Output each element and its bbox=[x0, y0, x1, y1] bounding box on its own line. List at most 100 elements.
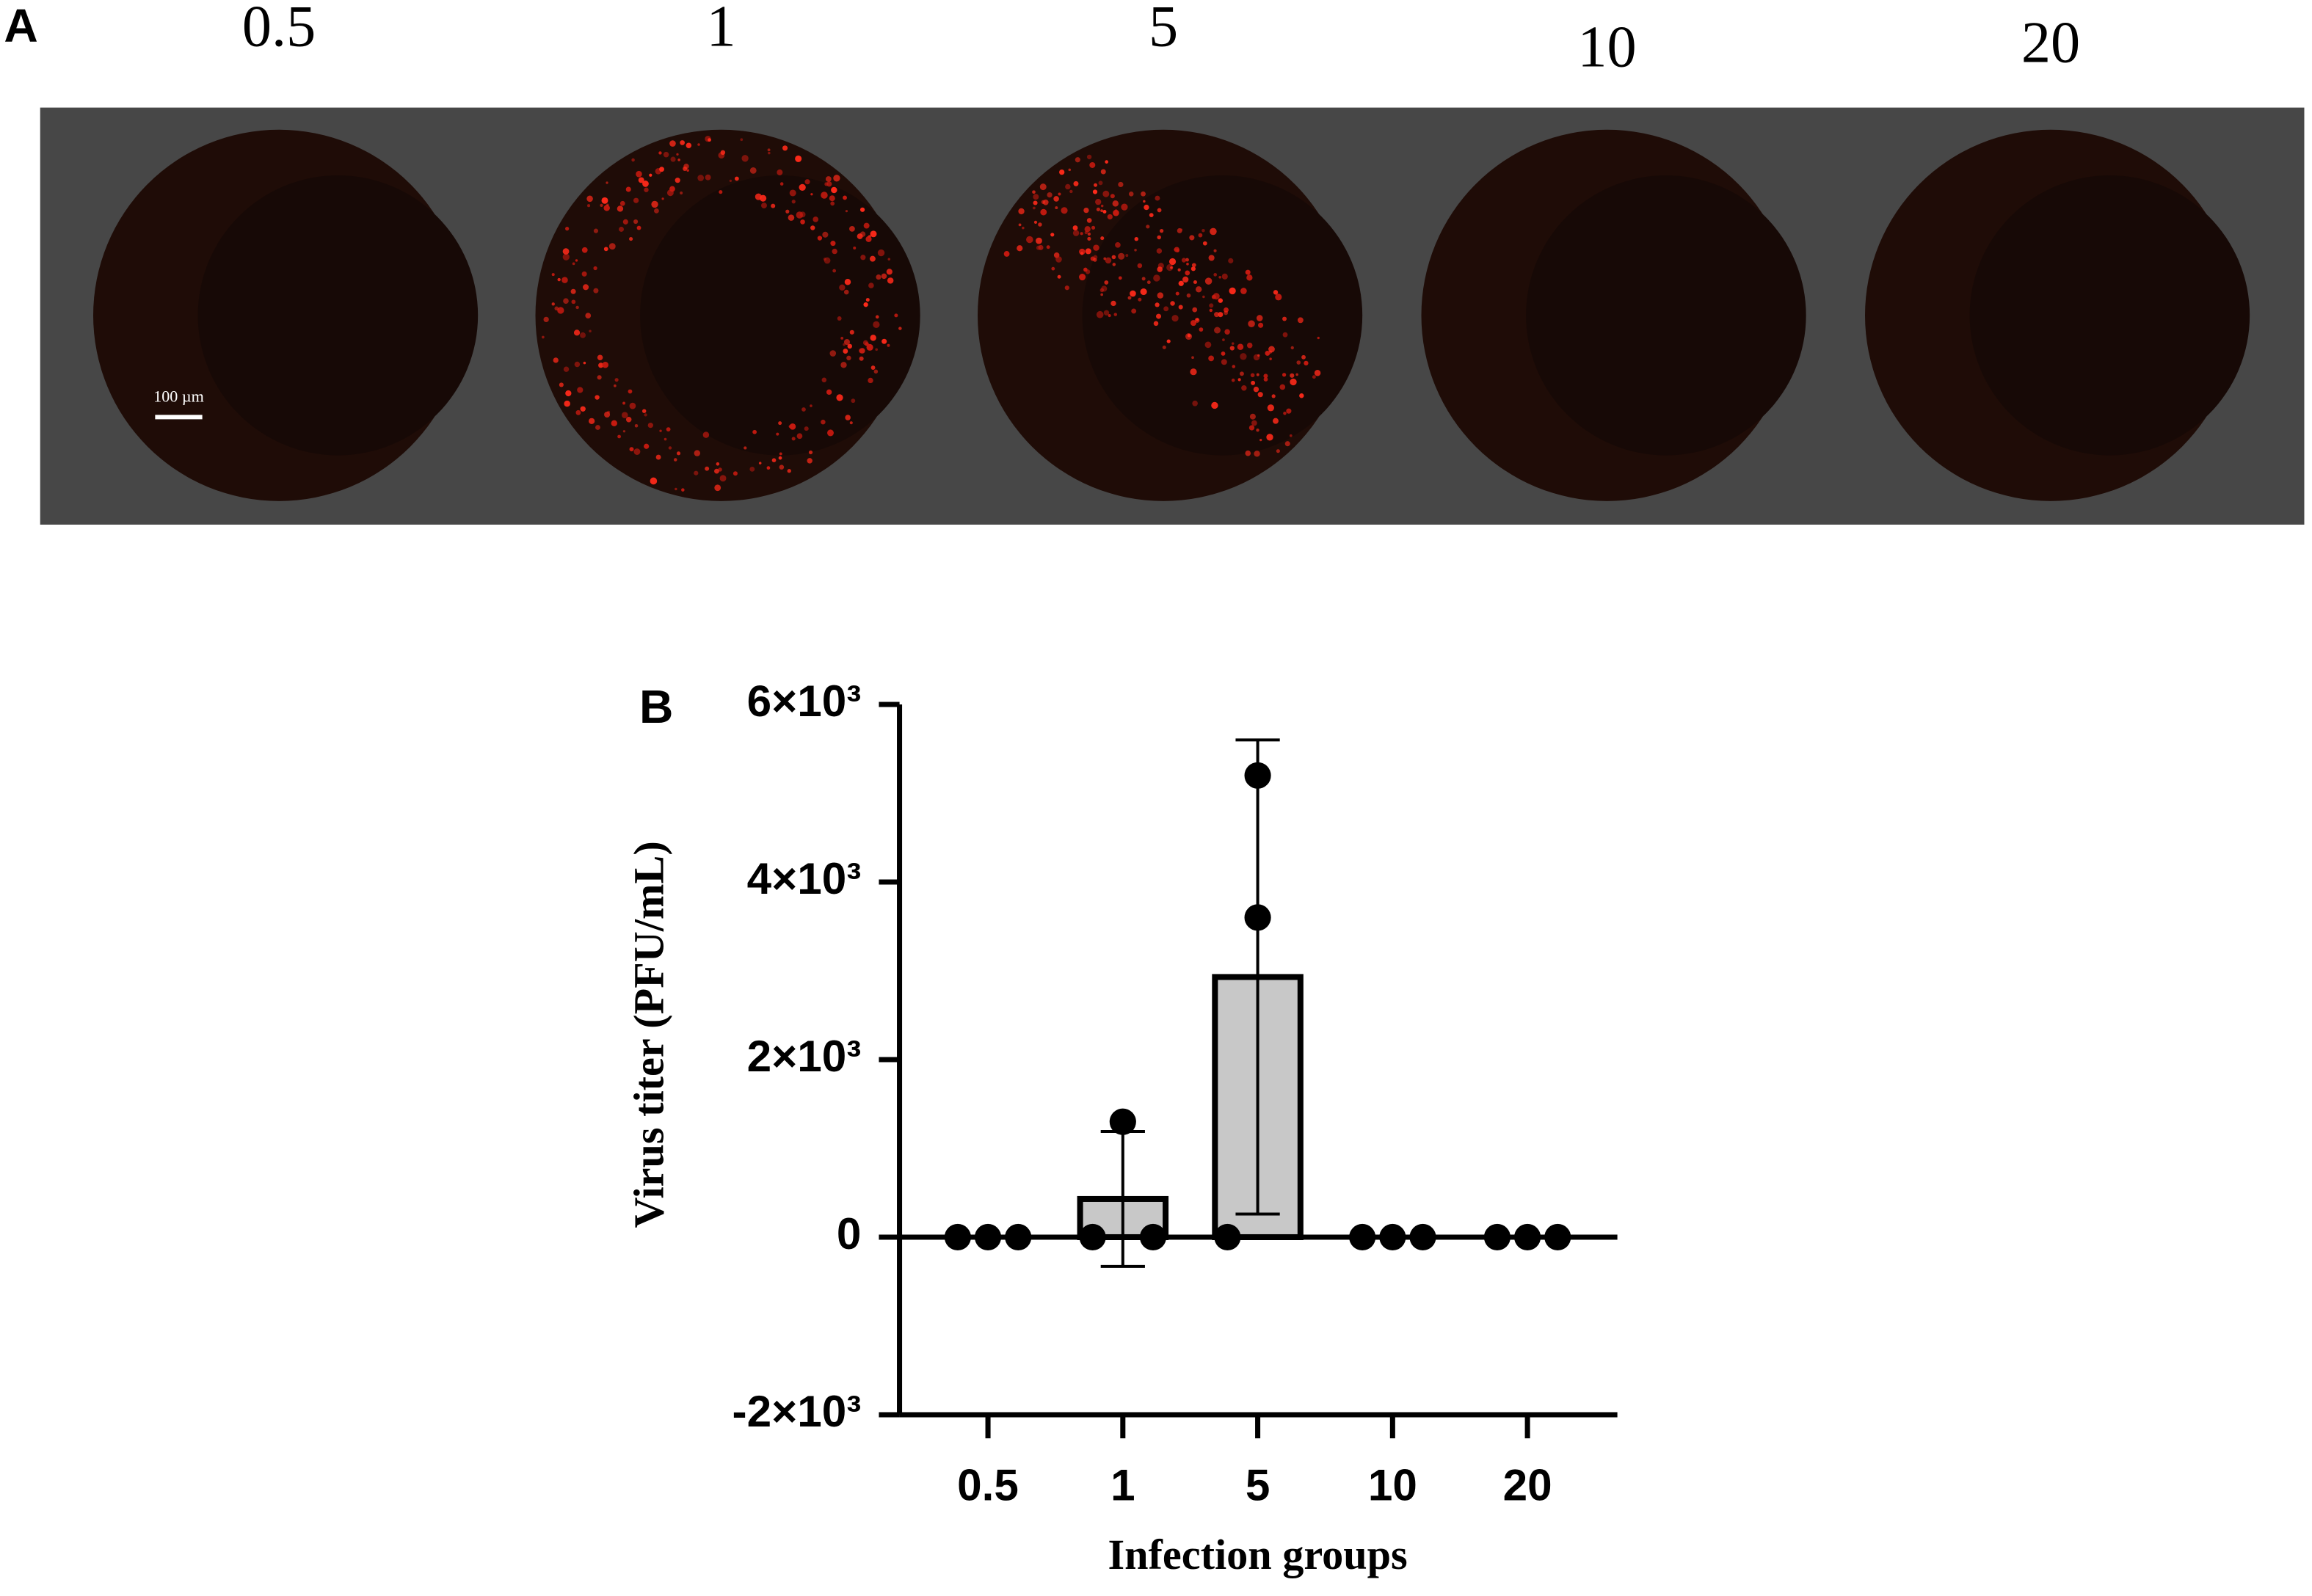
fluorescence-spot bbox=[1257, 392, 1263, 398]
fluorescence-spot bbox=[1108, 314, 1111, 318]
fluorescence-spot bbox=[551, 273, 555, 277]
fluorescence-spot bbox=[1248, 320, 1255, 328]
fluorescence-spot bbox=[611, 420, 617, 426]
fluorescence-spot bbox=[875, 315, 879, 319]
fluorescence-spot bbox=[629, 237, 633, 241]
data-point bbox=[1079, 1223, 1106, 1251]
fluorescence-spot bbox=[849, 329, 854, 335]
fluorescence-spot bbox=[859, 348, 865, 354]
data-point bbox=[974, 1223, 1002, 1251]
fluorescence-spot bbox=[849, 226, 855, 232]
fluorescence-spot bbox=[571, 299, 576, 305]
fluorescence-spot bbox=[650, 477, 658, 485]
x-tick-label: 1 bbox=[1110, 1460, 1135, 1509]
fluorescence-spot bbox=[649, 173, 652, 177]
fluorescence-spot bbox=[543, 316, 549, 323]
fluorescence-spot bbox=[830, 241, 836, 247]
fluorescence-spot bbox=[1177, 268, 1181, 272]
fluorescence-spot bbox=[1149, 213, 1154, 218]
fluorescence-spot bbox=[1073, 181, 1079, 186]
fluorescence-spot bbox=[733, 471, 738, 476]
fluorescence-spot bbox=[782, 145, 788, 151]
fluorescence-spot bbox=[1143, 200, 1146, 203]
fluorescence-spot bbox=[563, 298, 569, 305]
fluorescence-spot bbox=[1018, 208, 1025, 215]
fluorescence-spot bbox=[813, 216, 819, 222]
fluorescence-spot bbox=[1209, 308, 1213, 313]
fluorescence-spot bbox=[1166, 263, 1174, 272]
fluorescence-spot bbox=[1301, 354, 1306, 360]
fluorescence-spot bbox=[1232, 365, 1236, 368]
fluorescence-spot bbox=[1251, 420, 1257, 426]
fluorescence-spot bbox=[597, 375, 602, 380]
fluorescence-spot bbox=[810, 193, 813, 196]
fluorescence-spot bbox=[1157, 235, 1161, 240]
fluorescence-spot bbox=[714, 468, 719, 474]
fluorescence-spot bbox=[1100, 169, 1106, 175]
fluorescence-spot bbox=[1110, 300, 1116, 307]
y-tick-label: 6×10³ bbox=[747, 676, 862, 726]
fluorescence-spot bbox=[1053, 196, 1059, 202]
fluorescence-spot bbox=[1179, 228, 1183, 231]
fluorescence-spot bbox=[1258, 322, 1264, 328]
fluorescence-spot bbox=[865, 342, 869, 346]
fluorescence-spot bbox=[629, 402, 636, 409]
fluorescence-spot bbox=[1110, 194, 1115, 199]
fluorescence-spot bbox=[1254, 451, 1260, 457]
fluorescence-spot bbox=[589, 329, 592, 333]
fluorescence-spot bbox=[1246, 274, 1253, 281]
fluorescence-spot bbox=[859, 356, 864, 361]
fluorescence-spot bbox=[628, 389, 633, 394]
fluorescence-spot bbox=[1218, 275, 1222, 279]
fluorescence-spot bbox=[1086, 154, 1092, 160]
fluorescence-spot bbox=[881, 338, 887, 344]
fluorescence-spot bbox=[1105, 160, 1108, 164]
fluorescence-spot bbox=[843, 349, 848, 354]
fluorescence-spot bbox=[826, 389, 832, 396]
fluorescence-spot bbox=[1224, 329, 1230, 335]
fluorescence-spot bbox=[562, 253, 570, 260]
fluorescence-spot bbox=[597, 354, 603, 360]
fluorescence-spot bbox=[1057, 274, 1061, 279]
fluorescence-spot bbox=[887, 343, 890, 347]
fluorescence-spot bbox=[1113, 209, 1119, 216]
fluorescence-spot bbox=[1213, 293, 1220, 300]
fluorescence-spot bbox=[830, 201, 835, 206]
fluorescence-spot bbox=[766, 466, 771, 470]
fluorescence-spot bbox=[1282, 316, 1287, 321]
fluorescence-spot bbox=[1138, 297, 1142, 302]
fluorescence-spot bbox=[1190, 266, 1196, 272]
fluorescence-spot bbox=[1022, 226, 1025, 230]
fluorescence-spot bbox=[1156, 248, 1163, 254]
fluorescence-spot bbox=[1202, 295, 1205, 299]
y-tick-label: 2×10³ bbox=[747, 1031, 862, 1081]
fluorescence-spot bbox=[1245, 269, 1251, 275]
fluorescence-spot bbox=[1202, 228, 1205, 233]
fluorescence-spot bbox=[575, 305, 579, 310]
fluorescence-spot bbox=[847, 343, 852, 349]
fluorescence-spot bbox=[1191, 356, 1194, 360]
fluorescence-spot bbox=[840, 362, 847, 368]
fluorescence-spot bbox=[573, 329, 581, 336]
fluorescence-spot bbox=[1256, 428, 1259, 432]
x-tick-label: 20 bbox=[1503, 1460, 1552, 1509]
fluorescence-spot bbox=[1213, 249, 1217, 252]
fluorescence-spot bbox=[681, 488, 685, 492]
fluorescence-spot bbox=[771, 458, 777, 463]
fluorescence-spot bbox=[758, 462, 762, 464]
well-title: 0.5 bbox=[242, 0, 316, 59]
fluorescence-spot bbox=[1055, 206, 1058, 210]
fluorescence-spot bbox=[668, 446, 672, 450]
fluorescence-spot bbox=[1296, 360, 1301, 365]
fluorescence-spot bbox=[881, 273, 887, 280]
fluorescence-spot bbox=[705, 174, 711, 181]
fluorescence-spot bbox=[789, 423, 796, 430]
wells bbox=[93, 129, 2250, 501]
fluorescence-spot bbox=[1297, 317, 1304, 324]
fluorescence-spot bbox=[1055, 256, 1062, 263]
fluorescence-spot bbox=[894, 313, 898, 318]
fluorescence-spot bbox=[887, 277, 894, 284]
fluorescence-spot bbox=[633, 219, 639, 225]
fluorescence-spot bbox=[1157, 292, 1164, 299]
